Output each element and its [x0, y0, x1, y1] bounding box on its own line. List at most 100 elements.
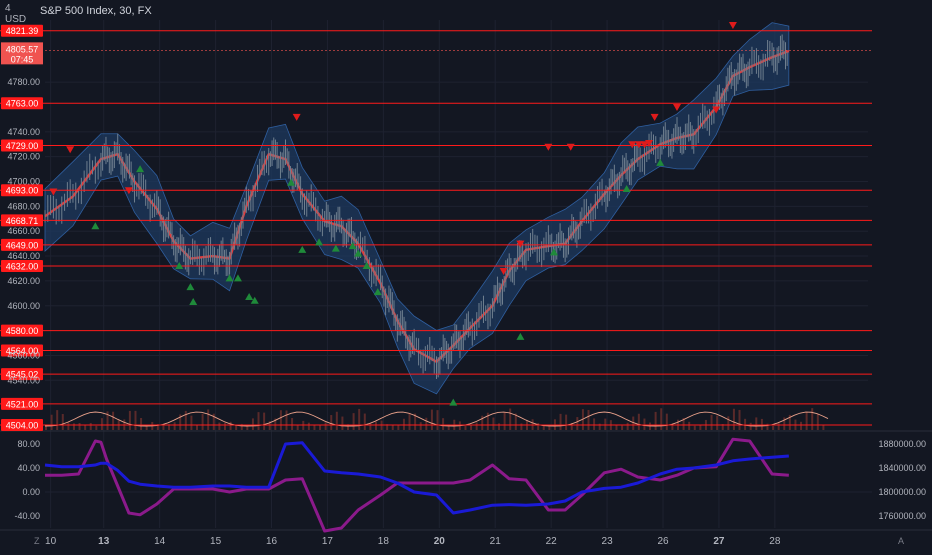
volume-bar: [486, 412, 489, 430]
volume-bar: [710, 414, 713, 430]
sell-marker: [566, 143, 575, 151]
volume-bar: [514, 413, 517, 430]
currency-top: 4: [5, 3, 11, 14]
volume-bar: [576, 417, 579, 430]
volume-bar: [760, 418, 763, 430]
oscillator-blue-line: [44, 441, 789, 515]
buy-marker: [622, 184, 631, 192]
footer-right-icon[interactable]: A: [898, 536, 905, 546]
volume-bar: [699, 425, 702, 430]
volume-bar: [296, 425, 299, 430]
volume-bar: [788, 414, 791, 430]
sell-marker: [49, 188, 58, 196]
volume-bar: [565, 414, 568, 430]
volume-bar: [688, 421, 691, 430]
volume-bar: [716, 415, 719, 430]
main-y-tick: 4660.00: [7, 226, 40, 236]
sell-marker: [645, 140, 654, 147]
level-label: 4580.00: [1, 324, 43, 337]
volume-bar: [442, 418, 445, 430]
volume-bar: [84, 425, 87, 430]
volume-bar: [363, 413, 366, 430]
volume-bar: [201, 413, 204, 430]
x-tick-label: 26: [657, 536, 669, 547]
level-label-bg: [1, 344, 43, 357]
volume-bar: [654, 411, 657, 430]
level-label-bg: [1, 324, 43, 337]
volume-bar: [223, 422, 226, 430]
osc-y-tick: -40.00: [14, 511, 40, 521]
osc-right-tick: 1840000.00: [878, 463, 926, 473]
level-label: 4729.00: [1, 139, 43, 152]
volume-bar: [218, 422, 221, 430]
volume-bar: [660, 408, 663, 430]
buy-marker: [233, 274, 242, 282]
sell-marker: [66, 146, 75, 154]
sell-marker: [728, 21, 737, 29]
x-tick-label: 23: [602, 536, 614, 547]
volume-bar: [637, 413, 640, 430]
volume-bar: [50, 414, 53, 430]
level-label-text: 4564.00: [6, 346, 39, 356]
x-tick-label: 14: [154, 536, 166, 547]
buy-marker: [315, 238, 324, 246]
sell-marker: [640, 141, 649, 149]
volume-bar: [509, 408, 512, 430]
main-y-tick: 4720.00: [7, 152, 40, 162]
volume-bar: [168, 424, 171, 430]
level-label-bg: [1, 397, 43, 410]
volume-bar: [45, 426, 47, 430]
buy-marker: [287, 178, 296, 186]
level-label-text: 4632.00: [6, 262, 39, 272]
volume-bar: [671, 423, 674, 430]
volume-bar: [604, 418, 607, 430]
main-y-tick: 4680.00: [7, 201, 40, 211]
buy-marker: [225, 274, 234, 282]
volume-bar: [492, 417, 495, 430]
volume-bar: [772, 425, 775, 430]
axis-layer: 4780.00 4740.00 4720.00 4700.00 4680.00 4660.…: [7, 77, 926, 547]
volume-bar: [542, 425, 545, 430]
volume-bar: [61, 414, 64, 430]
volume-bar: [72, 423, 75, 430]
main-y-tick: 4780.00: [7, 77, 40, 87]
volume-bar: [190, 415, 193, 430]
hline-layer: 4821.39 4763.00 4729.00 4693.00 4668.71 4649.…: [0, 24, 872, 432]
volume-bar: [134, 410, 137, 430]
volume-bar: [537, 422, 540, 430]
buy-marker: [189, 298, 198, 306]
level-label-bg: [1, 238, 43, 251]
buy-marker: [656, 158, 665, 166]
sell-marker: [499, 267, 508, 275]
symbol-title: S&P 500 Index, 30, FX: [40, 5, 152, 17]
volume-bar: [593, 418, 596, 430]
buy-marker: [549, 248, 558, 256]
buy-marker: [186, 283, 195, 291]
volume-bar: [196, 425, 199, 430]
volume-bar: [279, 410, 282, 430]
volume-bar: [744, 418, 747, 430]
volume-bar: [67, 422, 70, 430]
oscillator-purple-line: [45, 437, 789, 533]
volume-bar: [313, 425, 316, 430]
buy-marker: [298, 245, 307, 253]
footer-left-icon[interactable]: Z: [34, 536, 40, 546]
volume-bar: [179, 414, 182, 430]
level-label-text: 4668.71: [6, 216, 39, 226]
volume-bar: [559, 413, 562, 430]
volume-bar: [503, 412, 506, 430]
volume-bar: [615, 424, 618, 430]
osc-y-tick: 0.00: [22, 487, 40, 497]
volume-bar: [341, 416, 344, 430]
volume-bar: [464, 425, 467, 430]
volume-bar: [386, 424, 389, 430]
x-tick-label: 16: [266, 536, 278, 547]
main-y-tick: 4540.00: [7, 375, 40, 385]
x-tick-label: 15: [210, 536, 222, 547]
osc-right-tick: 1760000.00: [878, 511, 926, 521]
volume-bar: [268, 421, 271, 430]
sell-marker: [292, 113, 301, 121]
volume-bar: [693, 425, 696, 430]
